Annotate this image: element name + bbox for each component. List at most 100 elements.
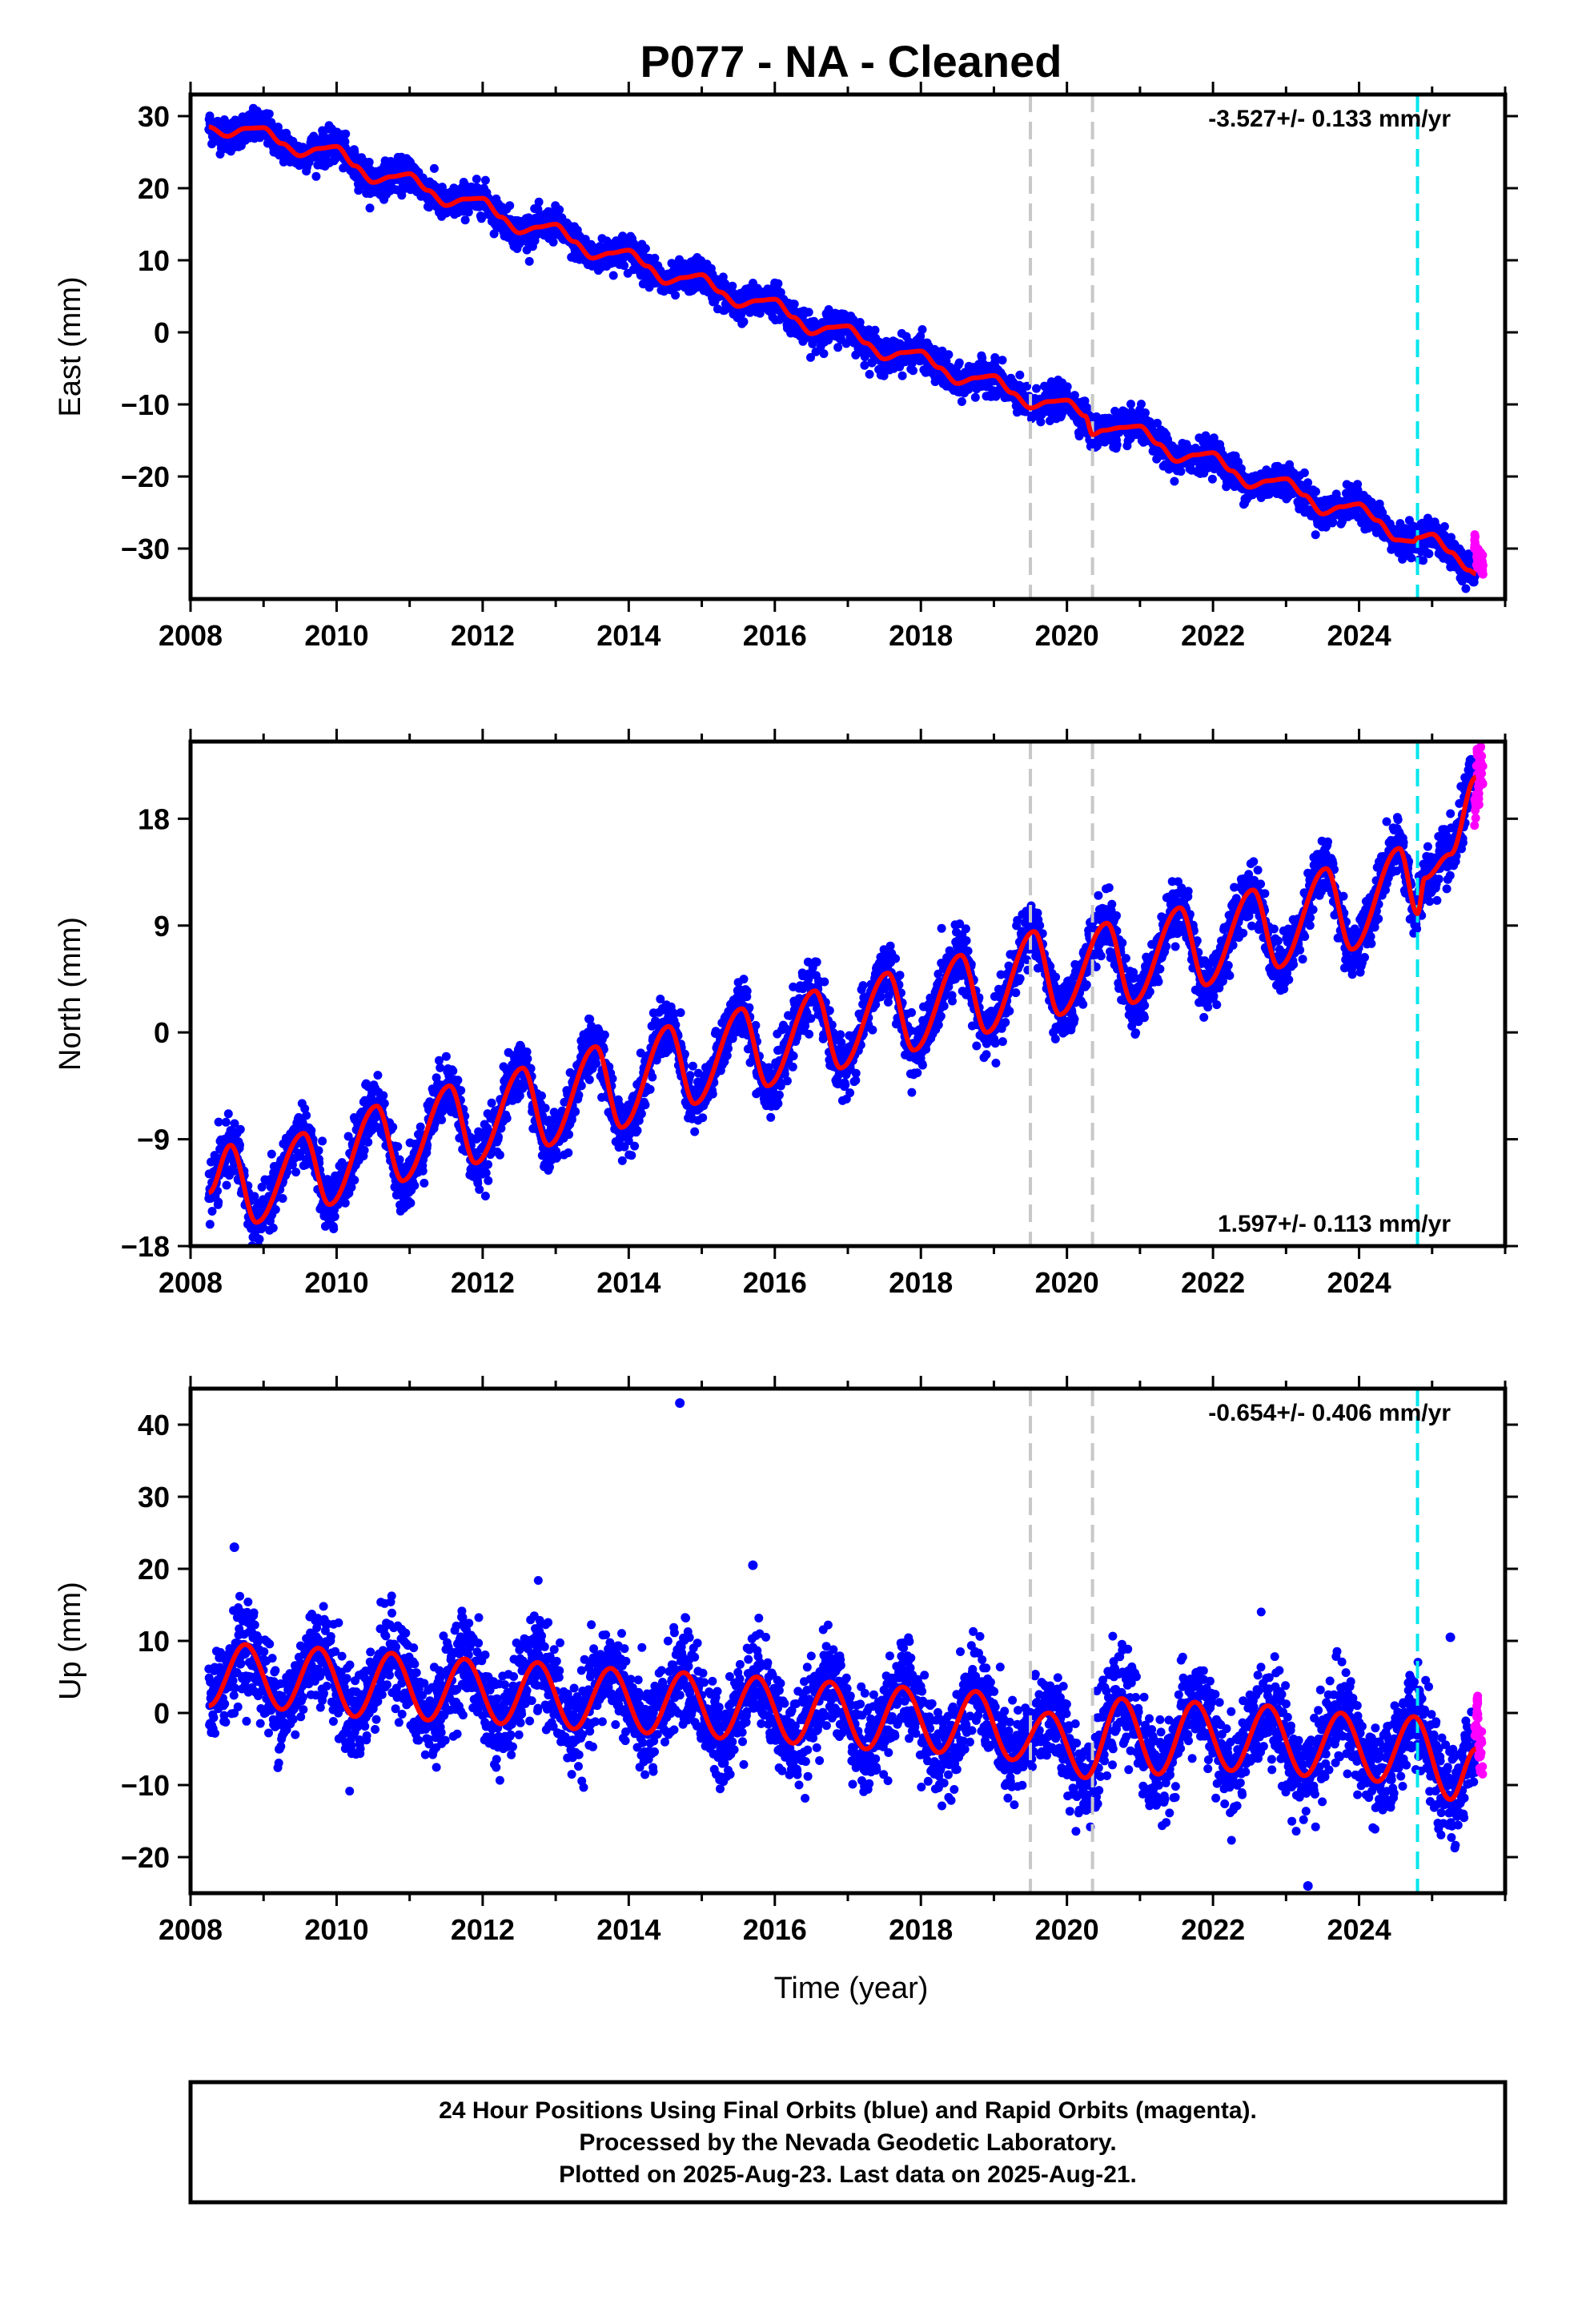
- final-orbit-point: [395, 1155, 404, 1164]
- plot-area: [204, 742, 1488, 1264]
- final-orbit-point: [819, 349, 829, 359]
- final-orbit-point: [865, 369, 874, 379]
- x-tick-label: 2010: [304, 619, 368, 652]
- rapid-orbit-point: [1471, 541, 1480, 550]
- final-orbit-point: [264, 109, 274, 119]
- final-orbit-point: [214, 1197, 223, 1207]
- rapid-orbit-point: [1478, 569, 1488, 579]
- final-orbit-point: [580, 235, 590, 244]
- x-tick-label: 2020: [1035, 619, 1099, 652]
- final-orbit-point: [620, 261, 629, 271]
- x-tick-label: 2012: [451, 619, 515, 652]
- final-orbit-point: [897, 371, 907, 380]
- final-orbit-point: [909, 366, 917, 376]
- final-orbit-point: [671, 291, 681, 300]
- final-orbit-point: [1015, 370, 1025, 380]
- final-orbit-point: [268, 1223, 278, 1232]
- final-orbit-point: [416, 1122, 425, 1132]
- x-tick-label: 2022: [1181, 619, 1245, 652]
- figure-title: P077 - NA - Cleaned: [640, 36, 1062, 86]
- final-orbit-point: [330, 1212, 339, 1221]
- y-tick-label: 30: [138, 100, 170, 133]
- final-orbit-point: [1303, 478, 1313, 488]
- final-orbit-point: [364, 158, 374, 167]
- final-orbit-point: [833, 343, 843, 352]
- final-orbit-points: [204, 754, 1480, 1264]
- final-orbit-point: [1311, 530, 1320, 540]
- final-orbit-point: [271, 1204, 280, 1214]
- final-orbit-point: [739, 317, 749, 327]
- velocity-label: -3.527+/- 0.133 mm/yr: [1208, 106, 1451, 132]
- final-orbit-point: [205, 1220, 215, 1229]
- final-orbit-point: [1176, 467, 1186, 476]
- y-tick-label: −10: [121, 388, 170, 421]
- y-tick-label: −30: [121, 533, 170, 565]
- final-orbit-point: [650, 253, 660, 263]
- final-orbit-point: [460, 215, 470, 225]
- north-panel: 2008 2010 2012 2014 2016 2018 2020 2022 20241890…: [54, 729, 1518, 1299]
- final-orbit-point: [359, 1145, 369, 1155]
- x-tick-label: 2014: [596, 619, 661, 652]
- final-orbit-point: [255, 1234, 264, 1244]
- final-orbit-point: [640, 243, 650, 253]
- final-orbit-point: [235, 1140, 244, 1150]
- final-orbit-point: [314, 1146, 323, 1156]
- final-orbit-point: [476, 214, 486, 223]
- final-orbit-point: [350, 1176, 359, 1185]
- final-orbit-point: [728, 281, 737, 291]
- final-orbit-point: [278, 1194, 287, 1203]
- final-orbit-point: [302, 1111, 311, 1120]
- final-orbit-point: [489, 229, 499, 239]
- x-tick-label: 2018: [889, 619, 953, 652]
- final-orbit-point: [311, 171, 321, 181]
- x-tick-label: 2024: [1327, 619, 1391, 652]
- final-orbit-point: [1207, 474, 1217, 484]
- final-orbit-point: [379, 1099, 389, 1108]
- final-orbit-point: [970, 392, 980, 402]
- final-orbit-point: [1032, 384, 1041, 393]
- final-orbit-point: [806, 352, 815, 362]
- final-orbit-point: [534, 197, 544, 207]
- final-orbit-point: [291, 1168, 301, 1177]
- final-orbit-point: [1137, 400, 1146, 409]
- final-orbit-point: [1419, 556, 1428, 565]
- final-orbit-point: [397, 191, 407, 200]
- final-orbit-point: [307, 1126, 316, 1136]
- final-orbit-point: [1439, 522, 1449, 531]
- final-orbit-point: [267, 1149, 276, 1159]
- final-orbit-point: [789, 300, 799, 309]
- final-orbit-point: [505, 201, 515, 211]
- final-orbit-point: [524, 256, 534, 266]
- final-orbit-point: [424, 203, 434, 212]
- final-orbit-point: [235, 1124, 245, 1134]
- final-orbit-point: [258, 1251, 267, 1260]
- final-orbit-point: [429, 163, 439, 173]
- final-orbit-point: [917, 325, 927, 334]
- final-orbit-point: [1311, 487, 1320, 497]
- final-orbit-point: [273, 123, 283, 132]
- final-orbit-point: [259, 1255, 268, 1264]
- final-orbit-point: [1074, 432, 1084, 440]
- final-orbit-point: [410, 1180, 420, 1190]
- final-orbit-point: [205, 111, 215, 121]
- rapid-orbit-point: [1475, 557, 1484, 567]
- final-orbit-point: [340, 1198, 350, 1208]
- final-orbit-point: [318, 1136, 327, 1146]
- final-orbit-point: [388, 1122, 398, 1132]
- final-orbit-point: [222, 1180, 231, 1190]
- east-panel: 2008 2010 2012 2014 2016 2018 2020 2022 20243020…: [54, 82, 1518, 652]
- final-orbit-point: [379, 1091, 388, 1100]
- y-tick-label: 20: [138, 172, 170, 205]
- plot-area: [204, 94, 1488, 599]
- final-orbit-point: [472, 175, 481, 184]
- final-orbit-point: [1062, 382, 1072, 392]
- final-orbit-point: [608, 271, 618, 280]
- final-orbit-point: [420, 1178, 429, 1188]
- final-orbit-point: [373, 1071, 383, 1080]
- final-orbit-point: [804, 308, 813, 317]
- final-orbit-point: [279, 157, 288, 167]
- final-orbit-point: [221, 1117, 231, 1127]
- final-orbit-point: [957, 397, 966, 406]
- y-axis-label: East (mm): [54, 276, 87, 416]
- final-orbit-point: [998, 356, 1007, 365]
